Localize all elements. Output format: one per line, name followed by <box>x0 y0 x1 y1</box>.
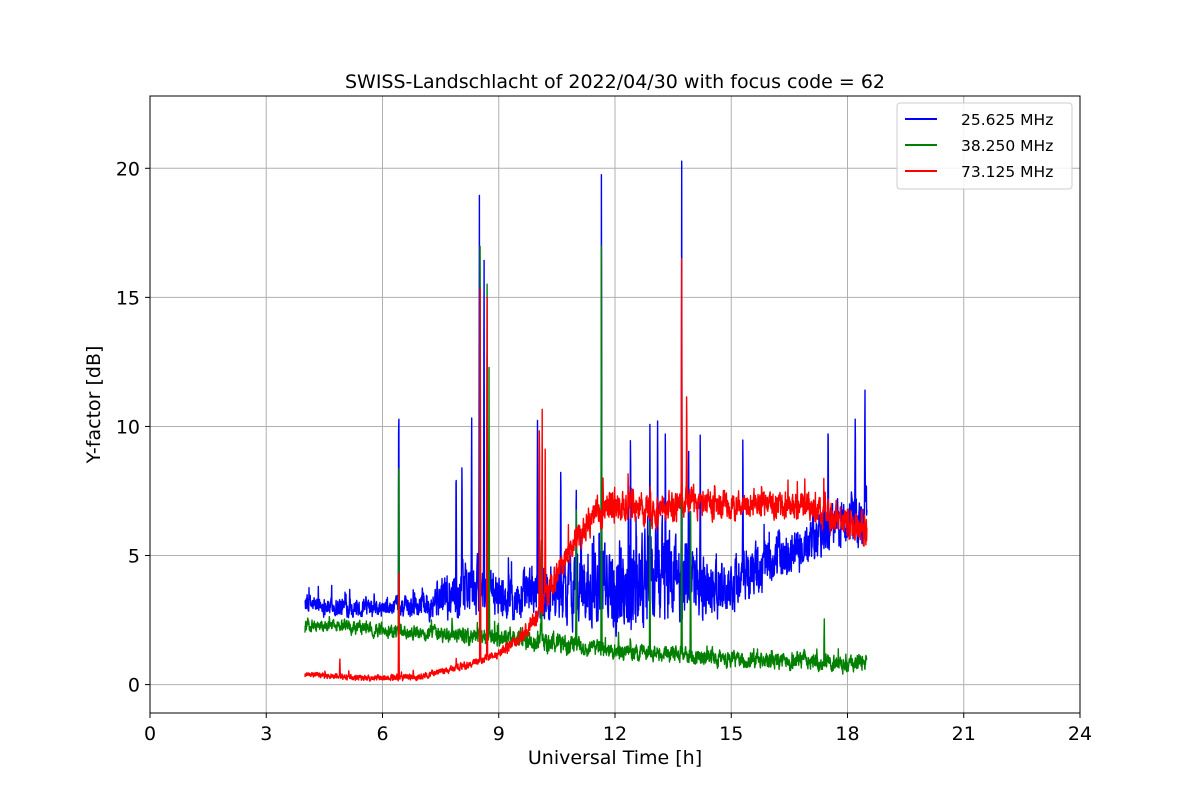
legend-label: 38.250 MHz <box>961 137 1053 155</box>
x-tick-label: 9 <box>493 723 505 745</box>
series-line <box>304 245 868 675</box>
x-tick-label: 3 <box>260 723 272 745</box>
x-tick-label: 18 <box>835 723 859 745</box>
x-tick-label: 0 <box>144 723 156 745</box>
legend-label: 73.125 MHz <box>961 163 1053 181</box>
x-tick-label: 24 <box>1068 723 1092 745</box>
x-tick-label: 12 <box>603 723 627 745</box>
series-layer <box>304 160 868 682</box>
legend: 25.625 MHz 38.250 MHz 73.125 MHz <box>896 102 1073 190</box>
y-axis-label: Y-factor [dB] <box>83 346 105 465</box>
y-tick-label: 20 <box>116 158 140 180</box>
legend-box <box>896 102 1073 190</box>
y-tick-label: 15 <box>116 287 140 309</box>
x-tick-label: 21 <box>952 723 976 745</box>
y-tick-label: 0 <box>128 675 140 697</box>
legend-label: 25.625 MHz <box>961 111 1053 129</box>
x-tick-label: 15 <box>719 723 743 745</box>
chart-title: SWISS-Landschlacht of 2022/04/30 with fo… <box>345 71 885 93</box>
axis-ticks: 0 3 6 9 12 15 18 21 24 0 5 10 15 20 <box>116 158 1092 745</box>
series-line <box>304 257 868 682</box>
y-tick-label: 10 <box>116 416 140 438</box>
y-tick-label: 5 <box>128 546 140 568</box>
x-axis-label: Universal Time [h] <box>528 747 702 769</box>
series-line <box>304 160 868 637</box>
x-tick-label: 6 <box>376 723 388 745</box>
